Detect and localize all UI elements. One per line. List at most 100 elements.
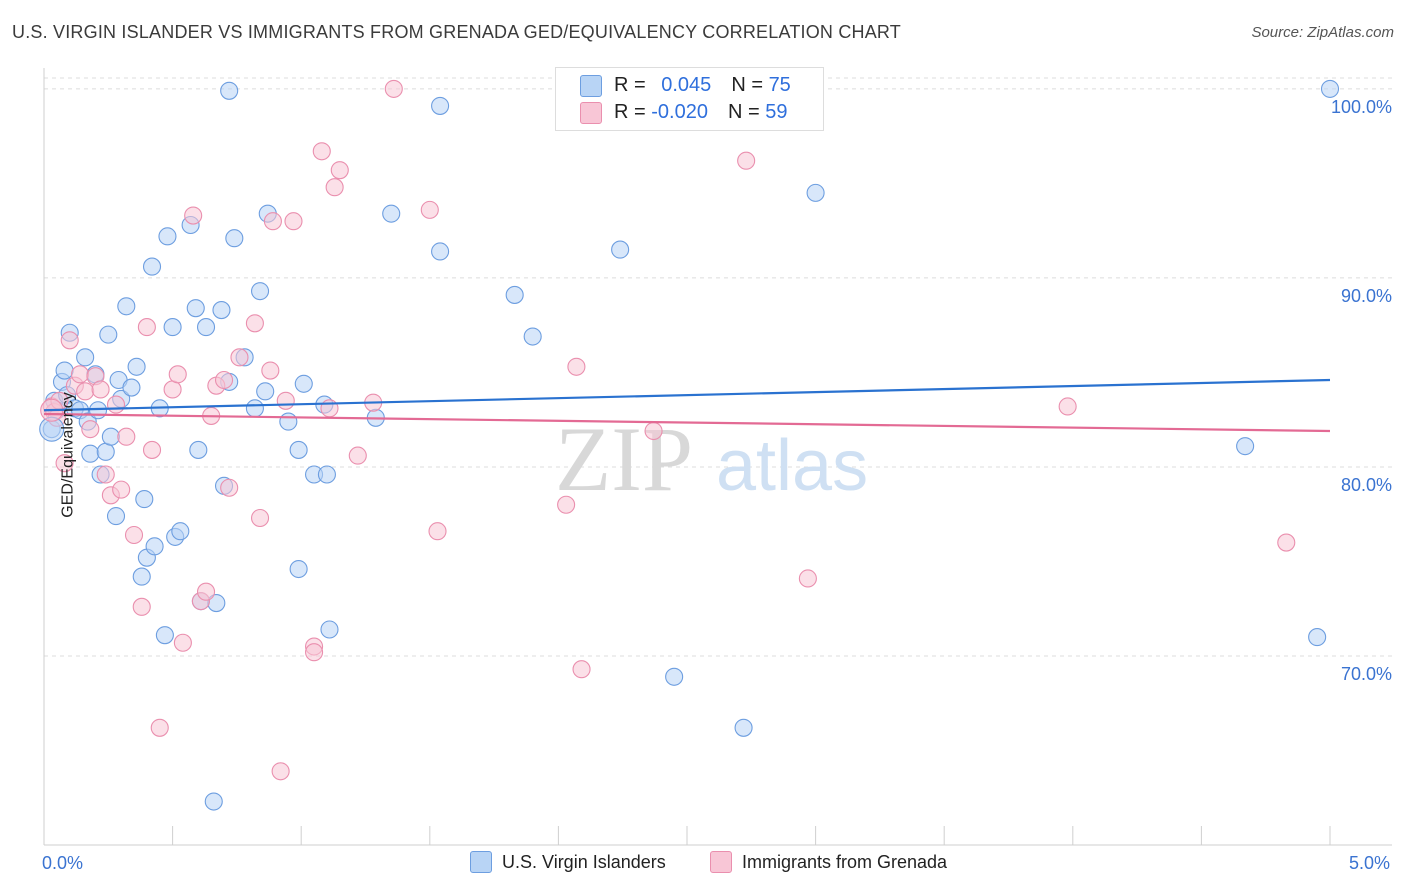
- pink-swatch-icon: [580, 101, 602, 124]
- blue-data-point: [279, 412, 298, 431]
- pink-data-point: [428, 522, 447, 541]
- blue-data-point: [220, 81, 239, 100]
- legend-r-label: R =: [614, 74, 652, 96]
- pink-data-point: [245, 314, 264, 333]
- pink-data-point: [214, 370, 234, 390]
- legend-row-blue: R = 0.045 N = 75: [580, 74, 791, 100]
- pink-data-point: [250, 508, 270, 528]
- series-name-blue: U.S. Virgin Islanders: [502, 852, 666, 872]
- pink-data-point: [420, 200, 439, 219]
- blue-data-point: [734, 718, 753, 737]
- blue-data-point: [1236, 437, 1255, 456]
- pink-data-point: [572, 660, 591, 679]
- blue-data-point: [289, 559, 308, 579]
- pink-data-point: [60, 331, 79, 350]
- legend-row-pink: R = -0.020 N = 59: [580, 101, 787, 127]
- blue-data-point: [189, 440, 208, 459]
- pink-data-point: [132, 597, 151, 616]
- x-tick-label-min: 0.0%: [42, 853, 84, 873]
- pink-data-point: [150, 718, 169, 737]
- pink-data-point: [737, 151, 756, 170]
- chart-title: U.S. VIRGIN ISLANDER VS IMMIGRANTS FROM …: [12, 22, 902, 42]
- pink-data-point: [261, 361, 280, 380]
- pink-data-point: [644, 421, 663, 441]
- blue-trend-line: [43, 378, 1331, 412]
- pink-data-point: [137, 318, 156, 337]
- blue-data-point: [127, 357, 146, 376]
- blue-data-point: [99, 325, 118, 344]
- blue-data-point: [665, 667, 684, 686]
- blue-data-point: [806, 183, 825, 202]
- blue-data-point: [256, 382, 275, 401]
- blue-data-point: [55, 361, 74, 380]
- pink-data-point: [567, 357, 586, 376]
- blue-data-point: [1308, 628, 1327, 647]
- blue-data-point: [505, 285, 524, 304]
- pink-data-point: [81, 420, 100, 439]
- series-name-pink: Immigrants from Grenada: [742, 852, 948, 872]
- pink-data-point: [117, 427, 136, 446]
- pink-data-point: [230, 348, 249, 367]
- blue-data-point: [81, 444, 100, 463]
- pink-data-point: [70, 365, 90, 384]
- pink-data-point: [220, 478, 239, 497]
- pink-data-point: [312, 142, 331, 161]
- blue-data-point: [431, 96, 450, 115]
- pink-trend-line: [43, 412, 1331, 433]
- y-tick-label: 70.0%: [1341, 664, 1392, 684]
- blue-data-point: [158, 227, 177, 246]
- legend-n-label: N =: [727, 101, 766, 123]
- blue-data-point: [76, 348, 95, 367]
- pink-data-point: [330, 161, 349, 180]
- pink-data-point: [96, 465, 115, 484]
- pink-data-point: [305, 643, 324, 662]
- blue-data-point: [320, 620, 339, 639]
- legend-n-value: 59: [765, 101, 788, 123]
- blue-data-point: [122, 378, 141, 397]
- source-label: Source: ZipAtlas.com: [1251, 24, 1394, 41]
- pink-swatch-icon: [710, 850, 732, 873]
- watermark-zip: ZIP: [555, 408, 693, 510]
- blue-data-point: [101, 427, 120, 446]
- blue-swatch-icon: [470, 850, 492, 873]
- blue-data-point: [294, 374, 313, 393]
- legend-r-value: 0.045: [661, 74, 712, 96]
- blue-data-point: [431, 242, 450, 261]
- pink-data-point: [196, 582, 216, 601]
- legend-n-value: 75: [768, 74, 791, 96]
- pink-data-point: [76, 382, 95, 401]
- blue-data-point: [163, 318, 182, 337]
- blue-data-point: [196, 318, 216, 337]
- pink-data-point: [348, 446, 367, 465]
- blue-data-point: [155, 626, 174, 645]
- pink-data-point: [271, 762, 290, 781]
- blue-data-point: [523, 327, 542, 346]
- x-tick-label-max: 5.0%: [1349, 853, 1391, 873]
- blue-data-point: [186, 299, 205, 318]
- blue-data-point: [245, 399, 264, 418]
- grid-layer: [44, 77, 1392, 657]
- blue-data-point: [1320, 79, 1340, 98]
- pink-data-point: [142, 440, 162, 459]
- pink-data-point: [263, 212, 282, 231]
- axis-layer: [43, 68, 1392, 846]
- pink-data-point: [325, 178, 344, 197]
- blue-data-point: [317, 465, 336, 484]
- legend-r-label: R =: [614, 101, 652, 123]
- blue-data-point: [145, 537, 164, 556]
- pink-data-point: [1058, 397, 1077, 416]
- pink-data-point: [184, 206, 203, 225]
- legend-n-label: N =: [731, 74, 769, 96]
- pink-data-point: [284, 212, 303, 231]
- blue-data-point: [250, 282, 270, 301]
- blue-data-point: [204, 792, 223, 811]
- blue-data-point: [212, 301, 231, 320]
- blue-data-point: [382, 204, 401, 223]
- pink-data-point: [798, 569, 817, 588]
- watermark-atlas: atlas: [716, 426, 868, 506]
- y-tick-label: 100.0%: [1331, 97, 1392, 117]
- pink-data-point: [168, 365, 187, 384]
- blue-data-point: [289, 440, 308, 459]
- pink-data-point: [1277, 533, 1296, 552]
- blue-data-point: [96, 442, 115, 461]
